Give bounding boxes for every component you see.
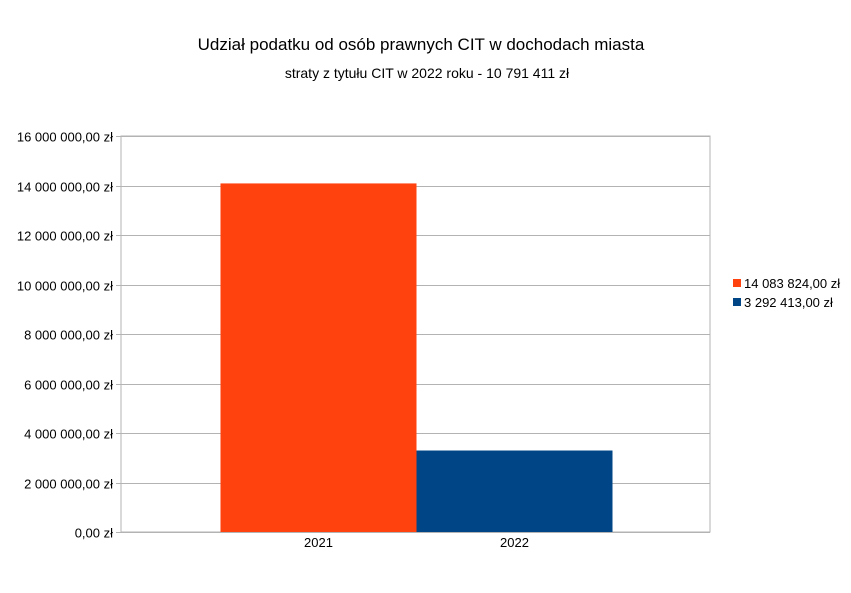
y-tick-label: 14 000 000,00 zł	[17, 180, 113, 195]
axes: 0,00 zł 2 000 000,00 zł 4 000 000,00 zł 6 0…	[17, 130, 529, 551]
chart-subtitle: straty z tytułu CIT w 2022 roku - 10 791…	[285, 65, 570, 81]
bar-2022	[416, 450, 613, 532]
legend: 14 083 824,00 zł 3 292 413,00 zł	[733, 276, 840, 310]
y-tick-label: 4 000 000,00 zł	[24, 427, 113, 442]
legend-label: 3 292 413,00 zł	[744, 295, 833, 310]
y-tick-label: 16 000 000,00 zł	[17, 130, 113, 145]
y-tick-label: 2 000 000,00 zł	[24, 477, 113, 492]
x-tick-label: 2022	[500, 535, 529, 550]
legend-label: 14 083 824,00 zł	[744, 276, 840, 291]
y-tick-label: 0,00 zł	[75, 526, 113, 541]
bar-2021	[220, 183, 417, 532]
y-tick-label: 6 000 000,00 zł	[24, 378, 113, 393]
legend-swatch	[733, 298, 741, 306]
y-tick-label: 12 000 000,00 zł	[17, 229, 113, 244]
y-tick-label: 8 000 000,00 zł	[24, 328, 113, 343]
legend-swatch	[733, 279, 741, 287]
chart-title: Udział podatku od osób prawnych CIT w do…	[198, 35, 645, 54]
y-tick-label: 10 000 000,00 zł	[17, 279, 113, 294]
x-tick-label: 2021	[304, 535, 333, 550]
bars	[220, 183, 613, 532]
